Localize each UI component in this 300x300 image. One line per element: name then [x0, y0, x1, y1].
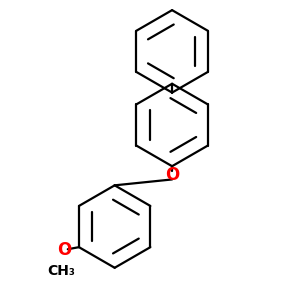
Text: CH₃: CH₃	[47, 264, 75, 278]
Text: O: O	[165, 166, 179, 184]
Text: O: O	[57, 241, 71, 259]
